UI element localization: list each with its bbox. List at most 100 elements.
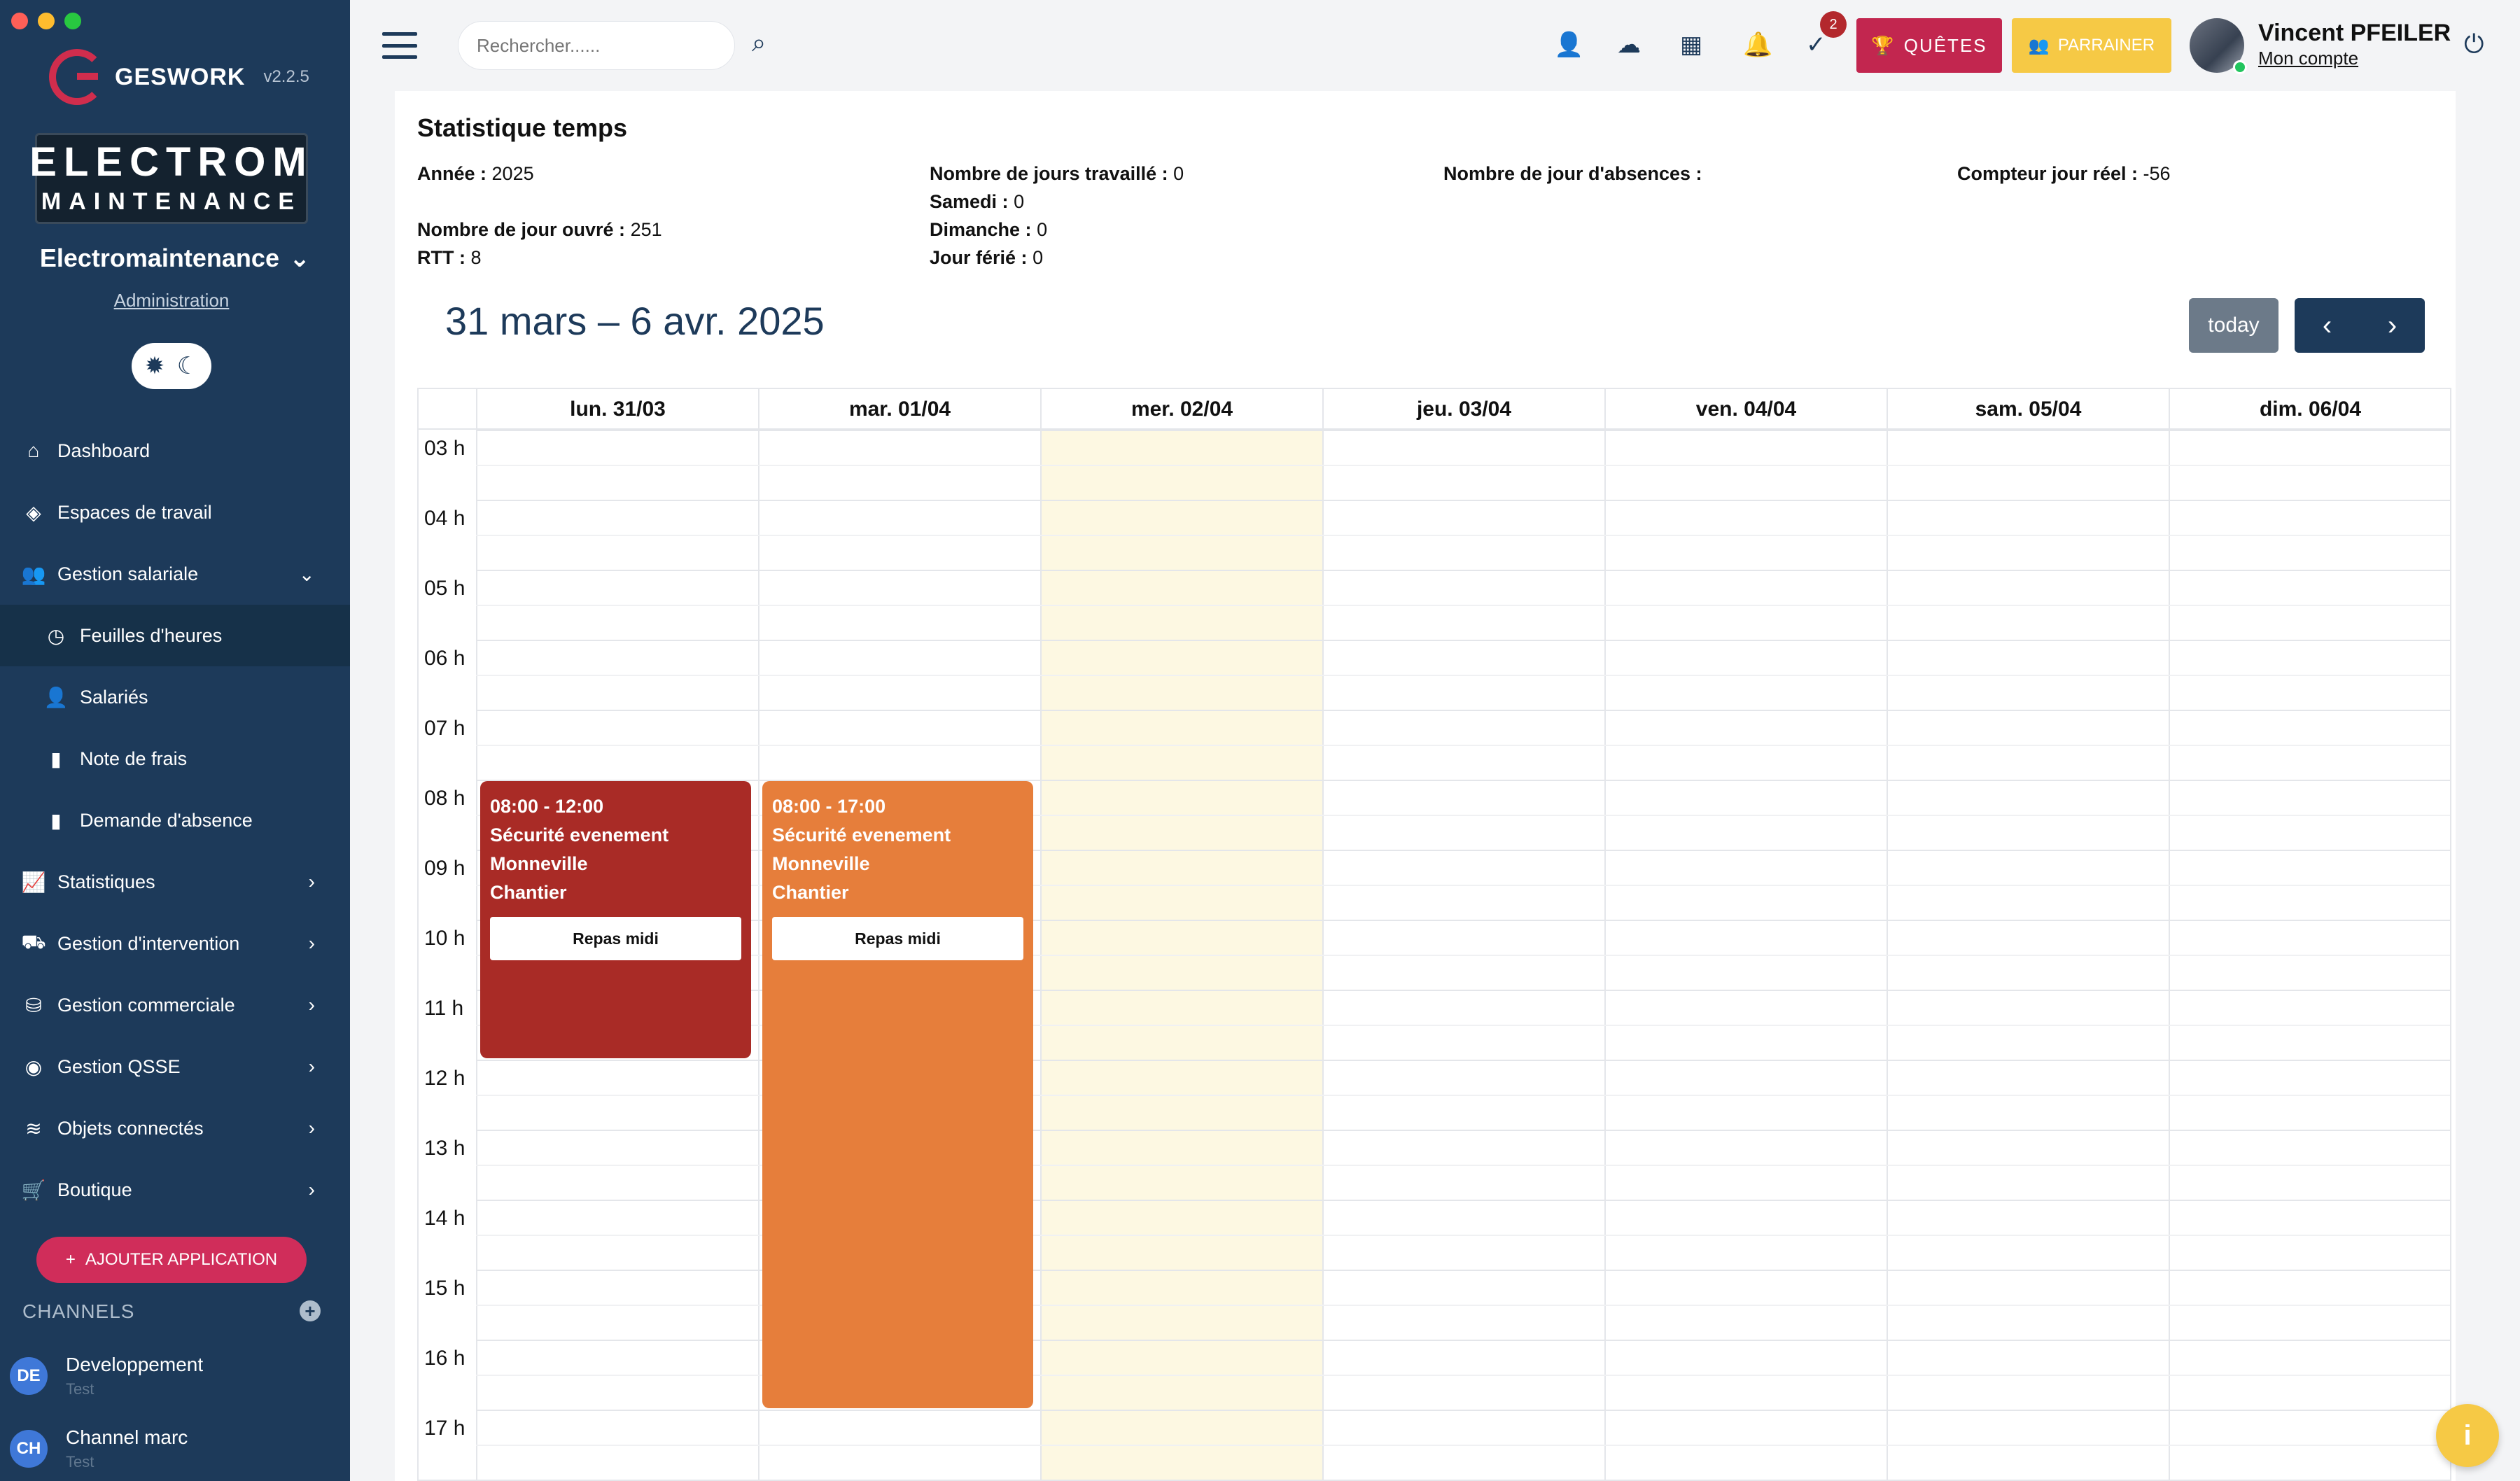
day-header[interactable]: mar. 01/04 (758, 389, 1040, 430)
parrainer-button[interactable]: 👥 PARRAINER (2012, 18, 2171, 73)
cubes-icon: ◈ (26, 501, 41, 524)
calendar-event[interactable]: 08:00 - 17:00 Sécurité evenement Monnevill… (762, 781, 1033, 1408)
theme-toggle[interactable]: ✹ ☾ (132, 343, 211, 389)
stats-title: Statistique temps (417, 113, 628, 142)
search-icon[interactable]: ⌕ (752, 28, 766, 57)
sidebar-item-boutique[interactable]: 🛒 Boutique › (0, 1159, 350, 1221)
truck-icon: ⛟ (21, 931, 46, 953)
event-meal-badge[interactable]: Repas midi (490, 917, 741, 960)
sidebar-item-label: Dashboard (57, 440, 150, 461)
calendar-event[interactable]: 08:00 - 12:00 Sécurité evenement Monnevill… (480, 781, 751, 1058)
sidebar-item-statistiques[interactable]: 📈 Statistiques › (0, 851, 350, 913)
channel-name: Developpement (66, 1354, 204, 1375)
sidebar-item-objets-connectes[interactable]: ≋ Objets connectés › (0, 1097, 350, 1159)
stat-label: Nombre de jour ouvré : (417, 219, 626, 240)
brand-logo[interactable]: GESWORK v2.2.5 (49, 49, 309, 105)
quetes-button[interactable]: 🏆 QUÊTES (1856, 18, 2002, 73)
stat-value: 0 (1173, 163, 1184, 184)
calendar-icon[interactable]: ▦ (1680, 31, 1703, 58)
chevron-right-icon: › (308, 871, 315, 892)
sidebar-item-espaces[interactable]: ◈ Espaces de travail (0, 482, 350, 543)
bell-icon[interactable]: 🔔 (1743, 31, 1773, 58)
hour-gridline (476, 990, 2450, 991)
event-place: Monneville (490, 853, 588, 874)
stat-absences: Nombre de jour d'absences : (1443, 160, 1702, 188)
channel-subtitle: Test (66, 1380, 94, 1398)
close-window-button[interactable] (11, 13, 28, 29)
event-place: Monneville (772, 853, 870, 874)
sidebar-nav: ⌂ Dashboard ◈ Espaces de travail 👥 Gesti… (0, 420, 350, 1221)
hour-label: 06 h (424, 647, 465, 670)
stat-label: Année : (417, 163, 487, 184)
stat-label: RTT : (417, 247, 465, 268)
prev-week-button[interactable]: ‹ (2295, 298, 2360, 353)
day-header[interactable]: sam. 05/04 (1886, 389, 2169, 430)
day-header[interactable]: mer. 02/04 (1040, 389, 1322, 430)
home-icon: ⌂ (27, 440, 40, 461)
sidebar-item-demande-absence[interactable]: ▮ Demande d'absence (0, 789, 350, 851)
hour-label: 03 h (424, 437, 465, 460)
event-meal-badge[interactable]: Repas midi (772, 917, 1023, 960)
account-link[interactable]: Mon compte (2258, 48, 2359, 69)
today-button[interactable]: today (2189, 298, 2278, 353)
hour-gridline (476, 710, 2450, 711)
menu-toggle-icon[interactable] (382, 32, 417, 59)
day-header[interactable]: jeu. 03/04 (1322, 389, 1604, 430)
maximize-window-button[interactable] (64, 13, 81, 29)
sidebar-item-gestion-salariale[interactable]: 👥 Gestion salariale ⌄ (0, 543, 350, 605)
chevron-right-icon: › (308, 1179, 315, 1200)
channel-item[interactable]: DE Developpement Test (10, 1354, 203, 1398)
event-title: Sécurité evenement (490, 824, 669, 845)
info-button[interactable]: i (2436, 1404, 2499, 1467)
sidebar-item-label: Espaces de travail (57, 501, 212, 523)
administration-link[interactable]: Administration (113, 290, 230, 311)
chevron-right-icon: › (308, 994, 315, 1016)
company-logo-line1: ELECTROM (29, 139, 314, 185)
tasks-check-icon[interactable]: ✓ (1806, 31, 1826, 58)
half-hour-gridline (476, 1445, 2450, 1446)
company-selector[interactable]: Electromaintenance ⌄ (0, 244, 350, 273)
next-week-button[interactable]: › (2360, 298, 2425, 353)
sun-icon: ✹ (144, 353, 165, 379)
half-hour-gridline (476, 1095, 2450, 1096)
stat-compteur: Compteur jour réel : -56 (1957, 160, 2171, 188)
chart-icon: 📈 (21, 871, 46, 893)
cloud-upload-icon[interactable]: ☁ (1617, 31, 1641, 58)
sidebar-item-note-frais[interactable]: ▮ Note de frais (0, 728, 350, 789)
day-header[interactable]: dim. 06/04 (2169, 389, 2450, 430)
clock-icon: ◷ (47, 624, 65, 647)
channel-avatar: CH (10, 1430, 48, 1468)
moon-icon: ☾ (176, 353, 199, 379)
hour-gridline (476, 1130, 2450, 1131)
info-icon: i (2463, 1419, 2472, 1451)
sidebar-item-gestion-intervention[interactable]: ⛟ Gestion d'intervention › (0, 913, 350, 974)
topbar: ⌕ 👤 ☁ ▦ 🔔 ✓ 2 🏆 QUÊTES 👥 PARRAINER Vince… (350, 0, 2520, 91)
stat-value: 0 (1014, 191, 1025, 212)
hour-label: 04 h (424, 507, 465, 530)
wifi-icon: ≋ (25, 1117, 42, 1139)
day-header[interactable]: ven. 04/04 (1604, 389, 1886, 430)
search-input[interactable] (458, 21, 735, 70)
channel-avatar: DE (10, 1357, 48, 1395)
day-header[interactable]: lun. 31/03 (476, 389, 758, 430)
sidebar-item-label: Gestion commerciale (57, 994, 235, 1016)
add-application-button[interactable]: + AJOUTER APPLICATION (36, 1237, 307, 1283)
hour-gridline (476, 640, 2450, 641)
half-hour-gridline (476, 675, 2450, 676)
power-icon[interactable]: ⏻ (2464, 29, 2484, 58)
hour-label: 14 h (424, 1207, 465, 1230)
minimize-window-button[interactable] (38, 13, 55, 29)
add-application-label: AJOUTER APPLICATION (85, 1250, 278, 1269)
quetes-label: QUÊTES (1903, 34, 1987, 56)
user-profile-icon[interactable]: 👤 (1554, 31, 1584, 58)
sidebar-item-label: Gestion salariale (57, 563, 199, 584)
sidebar-item-salaries[interactable]: 👤 Salariés (0, 666, 350, 728)
sidebar-item-feuilles-heures[interactable]: ◷ Feuilles d'heures (0, 605, 350, 666)
hour-label: 11 h (424, 997, 464, 1020)
channel-item[interactable]: CH Channel marc Test (10, 1426, 188, 1471)
company-logo-line2: MAINTENANCE (41, 188, 302, 215)
add-channel-icon[interactable]: + (300, 1300, 321, 1321)
sidebar-item-dashboard[interactable]: ⌂ Dashboard (0, 420, 350, 482)
sidebar-item-gestion-commerciale[interactable]: ⛁ Gestion commerciale › (0, 974, 350, 1036)
sidebar-item-gestion-qsse[interactable]: ◉ Gestion QSSE › (0, 1036, 350, 1097)
